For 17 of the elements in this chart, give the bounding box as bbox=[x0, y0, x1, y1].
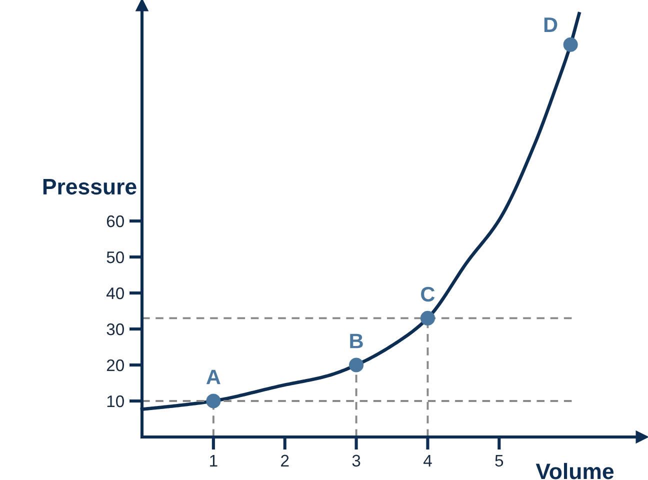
y-tick-label: 50 bbox=[106, 251, 124, 264]
annotation: D bbox=[544, 18, 558, 32]
y-tick-label: 60 bbox=[106, 215, 124, 228]
y-tick-label: 20 bbox=[106, 359, 124, 372]
y-tick-label: 30 bbox=[106, 323, 124, 336]
y-tick-label: 10 bbox=[107, 395, 124, 408]
x-tick-label: 3 bbox=[352, 454, 360, 467]
x-tick-label: 2 bbox=[281, 454, 289, 466]
annotation: B bbox=[350, 334, 363, 348]
y-axis-title: Pressure bbox=[43, 179, 136, 195]
x-tick-label: 1 bbox=[210, 454, 218, 466]
x-tick-label: 4 bbox=[423, 454, 432, 466]
y-tick-label: 40 bbox=[106, 287, 124, 300]
x-axis-title: Volume bbox=[536, 462, 614, 480]
x-tick-label: 5 bbox=[495, 454, 504, 467]
annotation: A bbox=[206, 370, 220, 384]
annotation: C bbox=[421, 286, 435, 302]
